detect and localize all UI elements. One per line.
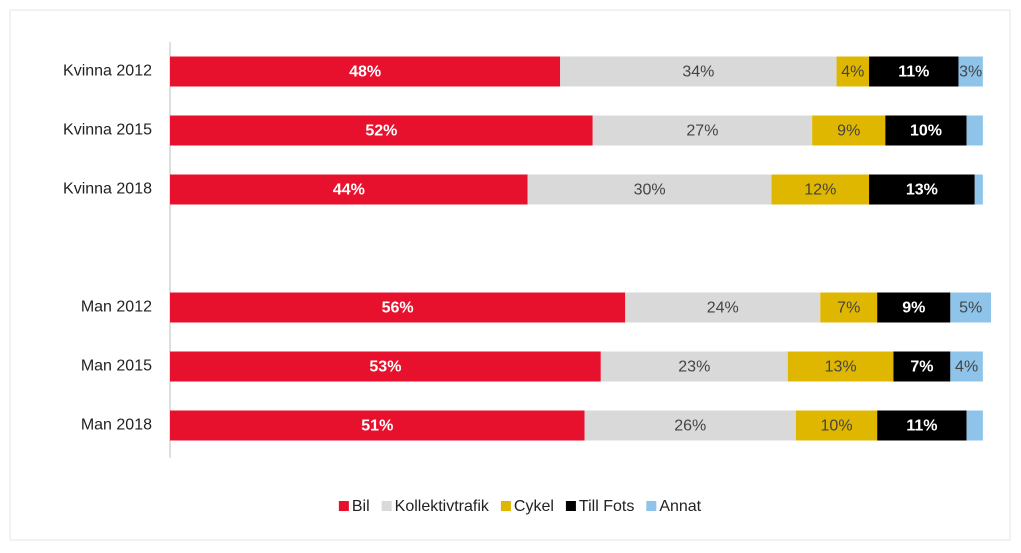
value-label: 10% bbox=[821, 418, 853, 435]
bar-segment bbox=[950, 292, 991, 323]
bar-segment bbox=[893, 351, 951, 382]
bar-segment bbox=[600, 351, 788, 382]
value-label: 4% bbox=[841, 64, 864, 81]
legend-swatch bbox=[381, 501, 392, 511]
bar-segment bbox=[527, 174, 772, 205]
frame bbox=[9, 9, 1011, 541]
y-tick-label: Man 2012 bbox=[81, 299, 152, 316]
legend-label: Annat bbox=[659, 498, 701, 515]
y-tick-label: Kvinna 2015 bbox=[63, 122, 152, 139]
bar-segment bbox=[584, 410, 796, 441]
value-label: 44% bbox=[333, 182, 365, 199]
y-tick-label: Man 2015 bbox=[81, 358, 152, 375]
value-label: 7% bbox=[910, 359, 933, 376]
bar-segment bbox=[812, 115, 886, 146]
bar-segment bbox=[869, 56, 959, 87]
bar-segment bbox=[787, 351, 894, 382]
bar-segment bbox=[170, 56, 561, 87]
bar-segment bbox=[966, 115, 983, 146]
value-label: 13% bbox=[906, 182, 938, 199]
value-label: 23% bbox=[678, 359, 710, 376]
bar-segment bbox=[170, 115, 593, 146]
bar-segment bbox=[560, 56, 837, 87]
value-label: 3% bbox=[959, 64, 982, 81]
value-label: 11% bbox=[898, 64, 929, 81]
bar-segment bbox=[877, 410, 967, 441]
legend-label: Cykel bbox=[514, 498, 554, 515]
bar-segment bbox=[170, 410, 585, 441]
bar-segment bbox=[170, 292, 626, 323]
legend-swatch bbox=[646, 501, 657, 511]
value-label: 9% bbox=[837, 123, 860, 140]
y-tick-label: Kvinna 2012 bbox=[63, 63, 152, 80]
value-label: 7% bbox=[837, 300, 860, 317]
bar-segment bbox=[950, 351, 983, 382]
bar-segment bbox=[958, 56, 983, 87]
bar-segment bbox=[170, 174, 528, 205]
value-label: 51% bbox=[361, 418, 393, 435]
bar-segment bbox=[885, 115, 967, 146]
legend-label: Bil bbox=[352, 498, 370, 515]
bar-segment bbox=[836, 56, 870, 87]
bar-segment bbox=[966, 410, 983, 441]
legend-label: Till Fots bbox=[579, 498, 634, 515]
y-tick-label: Man 2018 bbox=[81, 417, 152, 434]
value-label: 26% bbox=[674, 418, 706, 435]
y-tick-label: Kvinna 2018 bbox=[63, 181, 152, 198]
value-label: 13% bbox=[825, 359, 857, 376]
value-label: 53% bbox=[369, 359, 401, 376]
value-label: 48% bbox=[349, 64, 381, 81]
bar-segment bbox=[771, 174, 870, 205]
value-label: 24% bbox=[707, 300, 739, 317]
bar-segment bbox=[877, 292, 951, 323]
value-label: 52% bbox=[365, 123, 397, 140]
value-label: 30% bbox=[634, 182, 666, 199]
bar-segment bbox=[974, 174, 983, 205]
value-label: 11% bbox=[906, 418, 937, 435]
legend-swatch bbox=[565, 501, 576, 511]
bar-segment bbox=[820, 292, 878, 323]
bar-segment bbox=[625, 292, 821, 323]
value-label: 4% bbox=[955, 359, 978, 376]
bar-segment bbox=[795, 410, 878, 441]
bar-segment bbox=[869, 174, 975, 205]
value-label: 9% bbox=[902, 300, 925, 317]
value-label: 27% bbox=[686, 123, 718, 140]
legend-swatch bbox=[500, 501, 511, 511]
value-label: 56% bbox=[382, 300, 414, 317]
value-label: 5% bbox=[959, 300, 982, 317]
legend-label: Kollektivtrafik bbox=[395, 498, 490, 515]
bar-segment bbox=[592, 115, 813, 146]
value-label: 10% bbox=[910, 123, 942, 140]
legend-swatch bbox=[338, 501, 349, 511]
value-label: 12% bbox=[804, 182, 836, 199]
value-label: 34% bbox=[682, 64, 714, 81]
bar-segment bbox=[170, 351, 601, 382]
